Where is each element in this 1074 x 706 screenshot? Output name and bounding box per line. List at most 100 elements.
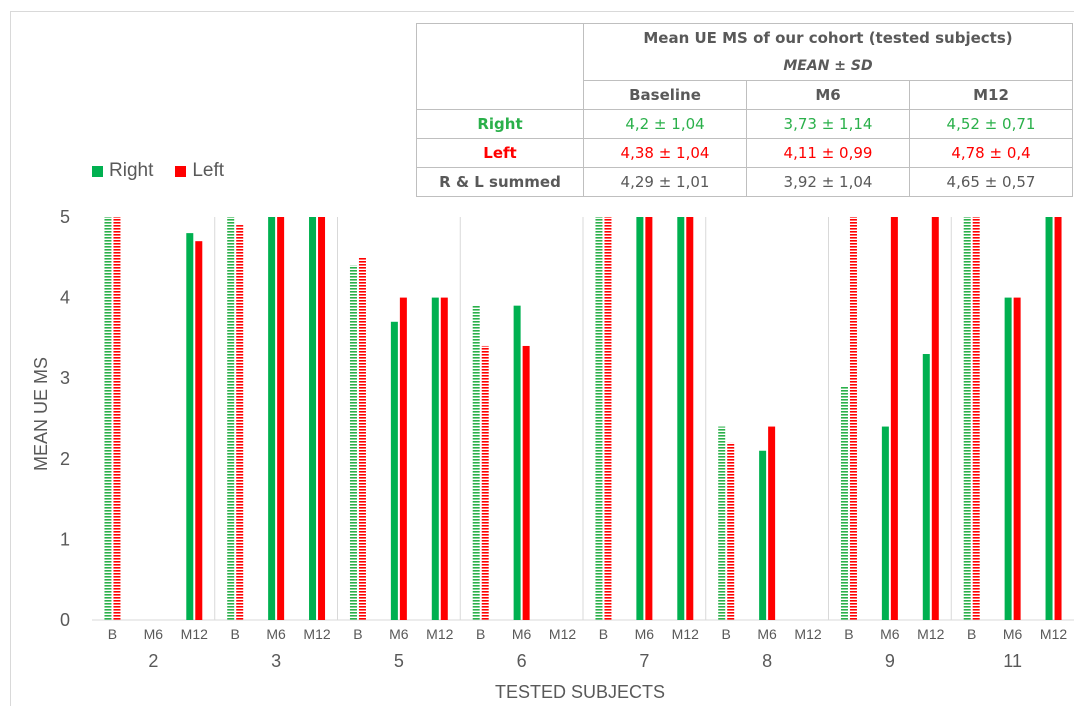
bar-right [922, 354, 930, 620]
subject-label: 9 [885, 651, 895, 671]
subject-label: 5 [394, 651, 404, 671]
x-tick-label: M6 [144, 626, 164, 642]
legend-swatch-left [175, 165, 187, 177]
subject-label: 11 [1003, 651, 1022, 671]
table-header-row: Baseline M6 M12 [417, 80, 1073, 110]
chart-legend: Right Left [92, 160, 246, 182]
y-tick-label: 1 [60, 529, 70, 549]
bar-right [186, 233, 194, 620]
bar-right [636, 217, 644, 620]
bar-left [972, 217, 980, 620]
x-tick-label: B [476, 626, 485, 642]
bar-right [1004, 297, 1012, 620]
x-tick-label: M6 [757, 626, 777, 642]
y-tick-label: 0 [60, 610, 70, 630]
bar-left [318, 217, 326, 620]
table-title-row: Mean UE MS of our cohort (tested subject… [416, 23, 1073, 110]
legend-label-left: Left [192, 160, 225, 181]
x-tick-label: B [844, 626, 853, 642]
bar-left [277, 217, 285, 620]
subject-label: 2 [148, 651, 158, 671]
legend-label-right: Right [109, 160, 154, 181]
table-row-right: Right 4,2 ± 1,04 3,73 ± 1,14 4,52 ± 0,71 [416, 109, 1073, 139]
bar-left [604, 217, 612, 620]
bar-left [440, 297, 448, 620]
bar-right [677, 217, 685, 620]
chart-frame-left [10, 11, 11, 706]
table-row-label-right: Right [416, 109, 584, 139]
table-cell: 3,92 ± 1,04 [746, 167, 910, 197]
table-cell: 4,65 ± 0,57 [909, 167, 1073, 197]
x-tick-label: M12 [1040, 626, 1067, 642]
bar-left [768, 426, 776, 620]
bar-left [195, 241, 203, 620]
bar-left [522, 345, 530, 620]
bar-left [1013, 297, 1021, 620]
table-row-label-summed: R & L summed [416, 167, 584, 197]
table-cell: 3,73 ± 1,14 [746, 109, 910, 139]
bar-right [840, 386, 848, 620]
bar-left [358, 257, 366, 620]
table-cell: 4,38 ± 1,04 [583, 138, 747, 168]
bar-left [849, 217, 857, 620]
bar-left [727, 442, 735, 620]
y-tick-label: 5 [60, 207, 70, 227]
bar-left [645, 217, 653, 620]
x-tick-label: M12 [426, 626, 453, 642]
bar-left [686, 217, 694, 620]
bar-left [931, 217, 939, 620]
summary-table: Mean UE MS of our cohort (tested subject… [416, 23, 1073, 197]
x-tick-label: M6 [389, 626, 409, 642]
table-row-label-left: Left [416, 138, 584, 168]
x-tick-label: B [231, 626, 240, 642]
bar-right [1045, 217, 1053, 620]
table-title: Mean UE MS of our cohort (tested subject… [583, 23, 1073, 52]
chart-frame-top [10, 11, 1074, 12]
subject-label: 6 [517, 651, 527, 671]
x-tick-label: M12 [549, 626, 576, 642]
x-tick-label: B [599, 626, 608, 642]
x-tick-label: M6 [1003, 626, 1023, 642]
table-subtitle: MEAN ± SD [583, 52, 1073, 81]
bar-right [759, 450, 767, 620]
legend-swatch-right [92, 165, 103, 177]
table-cell: 4,52 ± 0,71 [909, 109, 1073, 139]
table-row-left: Left 4,38 ± 1,04 4,11 ± 0,99 4,78 ± 0,4 [416, 138, 1073, 168]
x-tick-label: M12 [917, 626, 944, 642]
x-tick-label: M6 [512, 626, 532, 642]
table-col-m12: M12 [909, 80, 1073, 110]
legend-item-left: Left [175, 160, 224, 182]
table-cell: 4,29 ± 1,01 [583, 167, 747, 197]
x-tick-label: B [722, 626, 731, 642]
bar-right [268, 217, 276, 620]
x-tick-label: M6 [635, 626, 655, 642]
bar-left [399, 297, 407, 620]
table-cell: 4,2 ± 1,04 [583, 109, 747, 139]
x-tick-label: M6 [266, 626, 286, 642]
x-tick-label: M12 [794, 626, 821, 642]
y-tick-label: 4 [60, 288, 70, 308]
table-col-baseline: Baseline [583, 80, 747, 110]
y-axis-title: MEAN UE MS [31, 357, 51, 471]
bar-right [227, 217, 235, 620]
bar-right [881, 426, 889, 620]
table-corner-cell [416, 23, 584, 110]
bar-left [890, 217, 898, 620]
bar-right [431, 297, 439, 620]
bar-right [513, 305, 521, 620]
bar-right [595, 217, 603, 620]
subject-label: 3 [271, 651, 281, 671]
x-tick-label: B [353, 626, 362, 642]
x-tick-label: M12 [181, 626, 208, 642]
subject-label: 8 [762, 651, 772, 671]
x-tick-label: M12 [672, 626, 699, 642]
x-tick-label: M12 [303, 626, 330, 642]
bar-right [390, 321, 398, 620]
bar-right [718, 426, 726, 620]
table-row-summed: R & L summed 4,29 ± 1,01 3,92 ± 1,04 4,6… [416, 167, 1073, 197]
legend-item-right: Right [92, 160, 153, 182]
y-tick-label: 3 [60, 368, 70, 388]
bar-right [104, 217, 112, 620]
bar-left [481, 345, 489, 620]
